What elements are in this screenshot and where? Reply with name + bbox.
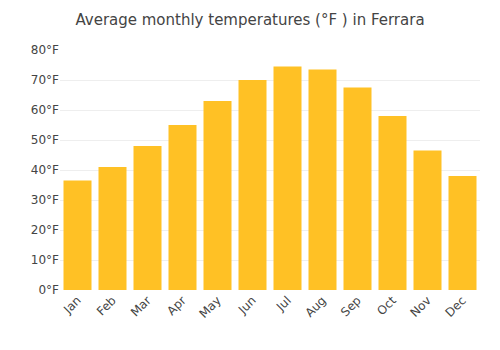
svg-text:Jan: Jan bbox=[60, 293, 84, 317]
svg-text:20°F: 20°F bbox=[31, 223, 59, 237]
svg-text:Dec: Dec bbox=[443, 293, 469, 319]
svg-text:40°F: 40°F bbox=[31, 163, 59, 177]
svg-text:60°F: 60°F bbox=[31, 103, 59, 117]
svg-text:10°F: 10°F bbox=[31, 253, 59, 267]
svg-text:70°F: 70°F bbox=[31, 73, 59, 87]
svg-text:Apr: Apr bbox=[164, 293, 189, 318]
svg-text:Nov: Nov bbox=[407, 293, 433, 319]
svg-text:Average monthly temperatures (: Average monthly temperatures (°F ) in Fe… bbox=[75, 11, 424, 29]
svg-text:50°F: 50°F bbox=[31, 133, 59, 147]
svg-text:Mar: Mar bbox=[128, 293, 154, 319]
svg-text:Sep: Sep bbox=[338, 293, 364, 319]
svg-text:Jun: Jun bbox=[235, 293, 259, 317]
svg-text:Feb: Feb bbox=[94, 293, 119, 318]
svg-text:Aug: Aug bbox=[302, 293, 328, 319]
svg-text:Jul: Jul bbox=[273, 293, 294, 314]
svg-text:May: May bbox=[196, 293, 223, 320]
svg-text:80°F: 80°F bbox=[31, 43, 59, 57]
svg-text:Oct: Oct bbox=[374, 293, 399, 318]
svg-text:0°F: 0°F bbox=[38, 283, 59, 297]
svg-text:30°F: 30°F bbox=[31, 193, 59, 207]
